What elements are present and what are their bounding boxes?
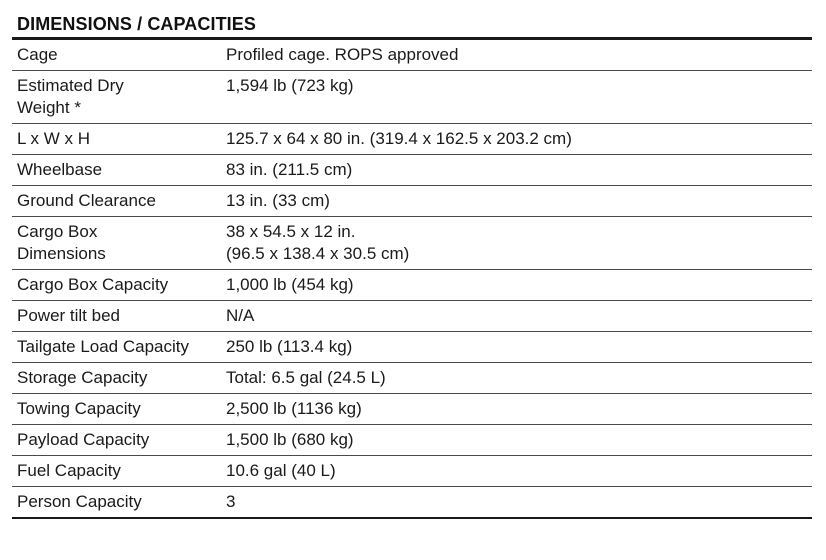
spec-label-line: Cargo Box Capacity: [17, 275, 169, 294]
spec-row: L x W x H 125.7 x 64 x 80 in. (319.4 x 16…: [12, 124, 812, 155]
spec-value-line: Profiled cage. ROPS approved: [226, 45, 459, 64]
spec-value-line: 2,500 lb (1136 kg): [226, 399, 362, 418]
spec-row: Payload Capacity 1,500 lb (680 kg): [12, 425, 812, 456]
spec-value-line: 83 in. (211.5 cm): [226, 160, 353, 179]
spec-label: L x W x H: [12, 124, 221, 154]
spec-value-line: 1,594 lb (723 kg): [226, 76, 354, 95]
spec-value: N/A: [221, 301, 812, 331]
spec-value: 38 x 54.5 x 12 in. (96.5 x 138.4 x 30.5 c…: [221, 217, 812, 269]
spec-label-line: Dimensions: [17, 244, 106, 263]
spec-value-line: 10.6 gal (40 L): [226, 461, 336, 480]
spec-value: 83 in. (211.5 cm): [221, 155, 812, 185]
spec-row: Estimated Dry Weight * 1,594 lb (723 kg): [12, 71, 812, 124]
spec-label: Cargo Box Capacity: [12, 270, 221, 300]
spec-label: Tailgate Load Capacity: [12, 332, 221, 362]
spec-value-line: N/A: [226, 306, 255, 325]
spec-value: 1,500 lb (680 kg): [221, 425, 812, 455]
spec-label: Storage Capacity: [12, 363, 221, 393]
spec-value-line: 250 lb (113.4 kg): [226, 337, 353, 356]
specs-table: Cage Profiled cage. ROPS approved Estimate…: [12, 40, 812, 519]
spec-label-line: Payload Capacity: [17, 430, 150, 449]
spec-label: Cargo Box Dimensions: [12, 217, 221, 269]
spec-label-line: Estimated Dry: [17, 76, 124, 95]
spec-value: 10.6 gal (40 L): [221, 456, 812, 486]
spec-label: Towing Capacity: [12, 394, 221, 424]
spec-row: Power tilt bed N/A: [12, 301, 812, 332]
spec-label-line: Storage Capacity: [17, 368, 148, 387]
spec-value: Profiled cage. ROPS approved: [221, 40, 812, 70]
spec-label: Ground Clearance: [12, 186, 221, 216]
spec-label: Person Capacity: [12, 487, 221, 517]
spec-row: Cage Profiled cage. ROPS approved: [12, 40, 812, 71]
spec-label: Estimated Dry Weight *: [12, 71, 221, 123]
title-rule: [12, 37, 812, 40]
spec-label-line: Towing Capacity: [17, 399, 141, 418]
spec-label-line: Fuel Capacity: [17, 461, 121, 480]
spec-row: Towing Capacity 2,500 lb (1136 kg): [12, 394, 812, 425]
spec-label-line: Person Capacity: [17, 492, 142, 511]
spec-value-line: 1,500 lb (680 kg): [226, 430, 354, 449]
spec-label-line: Cargo Box: [17, 222, 98, 241]
spec-row: Wheelbase 83 in. (211.5 cm): [12, 155, 812, 186]
spec-label: Fuel Capacity: [12, 456, 221, 486]
spec-label-line: Power tilt bed: [17, 306, 120, 325]
spec-value-line: Total: 6.5 gal (24.5 L): [226, 368, 386, 387]
spec-row: Cargo Box Capacity 1,000 lb (454 kg): [12, 270, 812, 301]
spec-row: Person Capacity 3: [12, 487, 812, 519]
spec-value: 250 lb (113.4 kg): [221, 332, 812, 362]
spec-value: 2,500 lb (1136 kg): [221, 394, 812, 424]
spec-value-line: 38 x 54.5 x 12 in.: [226, 222, 356, 241]
spec-value: 3: [221, 487, 812, 517]
spec-value: 13 in. (33 cm): [221, 186, 812, 216]
spec-label-line: Cage: [17, 45, 58, 64]
spec-value: 1,000 lb (454 kg): [221, 270, 812, 300]
spec-value: 1,594 lb (723 kg): [221, 71, 812, 123]
section-title: DIMENSIONS / CAPACITIES: [17, 14, 256, 34]
spec-row: Cargo Box Dimensions 38 x 54.5 x 12 in. (96…: [12, 217, 812, 270]
spec-label: Power tilt bed: [12, 301, 221, 331]
spec-label-line: Wheelbase: [17, 160, 103, 179]
spec-value-line: 13 in. (33 cm): [226, 191, 330, 210]
spec-label: Cage: [12, 40, 221, 70]
spec-value-line: 125.7 x 64 x 80 in. (319.4 x 162.5 x 203…: [226, 129, 572, 148]
spec-value: Total: 6.5 gal (24.5 L): [221, 363, 812, 393]
spec-row: Fuel Capacity 10.6 gal (40 L): [12, 456, 812, 487]
specs-sheet: DIMENSIONS / CAPACITIES Cage Profiled cag…: [12, 12, 812, 519]
spec-value-line: 3: [226, 492, 236, 511]
spec-value: 125.7 x 64 x 80 in. (319.4 x 162.5 x 203…: [221, 124, 812, 154]
spec-label: Payload Capacity: [12, 425, 221, 455]
spec-value-line: (96.5 x 138.4 x 30.5 cm): [226, 244, 410, 263]
spec-label-line: Ground Clearance: [17, 191, 156, 210]
spec-value-line: 1,000 lb (454 kg): [226, 275, 354, 294]
spec-label-line: Tailgate Load Capacity: [17, 337, 190, 356]
spec-row: Tailgate Load Capacity 250 lb (113.4 kg): [12, 332, 812, 363]
spec-row: Ground Clearance 13 in. (33 cm): [12, 186, 812, 217]
spec-label-line: Weight *: [17, 98, 81, 117]
spec-label-line: L x W x H: [17, 129, 91, 148]
spec-label: Wheelbase: [12, 155, 221, 185]
spec-row: Storage Capacity Total: 6.5 gal (24.5 L): [12, 363, 812, 394]
